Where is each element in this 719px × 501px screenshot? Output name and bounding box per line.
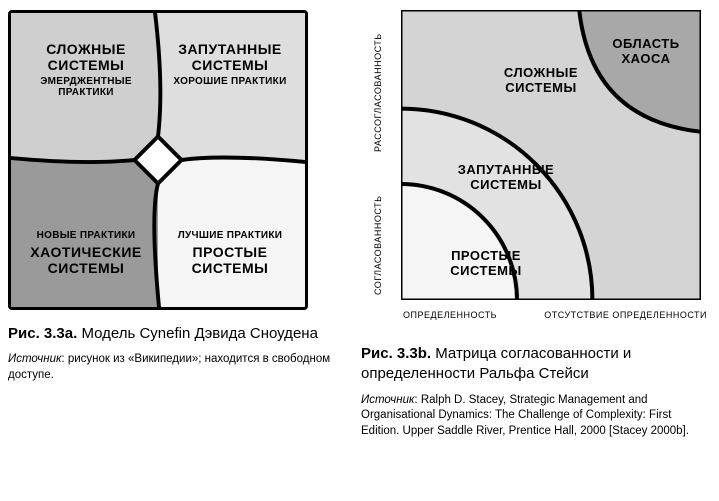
cynefin-br-title: ПРОСТЫЕ СИСТЕМЫ: [160, 244, 300, 276]
stacey-source-label: Источник: [361, 394, 414, 406]
cynefin-tl-title: СЛОЖНЫЕ СИСТЕМЫ: [16, 41, 156, 73]
cynefin-tr-title: ЗАПУТАННЫЕ СИСТЕМЫ: [160, 41, 300, 73]
cynefin-q-br: ЛУЧШИЕ ПРАКТИКИ ПРОСТЫЕ СИСТЕМЫ: [160, 230, 300, 279]
cynefin-br-sub: ЛУЧШИЕ ПРАКТИКИ: [160, 230, 300, 241]
stacey-diagram: РАССОГЛАСОВАННОСТЬ СОГЛАСОВАННОСТЬ СЛОЖН…: [361, 10, 711, 330]
cynefin-caption-title: Рис. 3.3a. Модель Cynefin Дэвида Сноуден…: [8, 324, 337, 344]
stacey-caption: Рис. 3.3b. Матрица согласованности и опр…: [361, 344, 711, 439]
cynefin-q-bl: НОВЫЕ ПРАКТИКИ ХАОТИЧЕСКИЕ СИСТЕМЫ: [16, 230, 156, 279]
cynefin-fig-label: Рис. 3.3a.: [8, 325, 77, 342]
stacey-axis-y-bot: СОГЛАСОВАННОСТЬ: [373, 165, 383, 295]
stacey-label-complex: СЛОЖНЫЕ СИСТЕМЫ: [481, 65, 601, 95]
cynefin-caption: Рис. 3.3a. Модель Cynefin Дэвида Сноуден…: [8, 324, 337, 383]
stacey-caption-title: Рис. 3.3b. Матрица согласованности и опр…: [361, 344, 711, 385]
cynefin-tr-sub: ХОРОШИЕ ПРАКТИКИ: [160, 76, 300, 87]
stacey-fig-label: Рис. 3.3b.: [361, 345, 431, 362]
stacey-label-complicated: ЗАПУТАННЫЕ СИСТЕМЫ: [441, 162, 571, 192]
cynefin-bl-sub: НОВЫЕ ПРАКТИКИ: [16, 230, 156, 241]
cynefin-source-label: Источник: [8, 353, 61, 365]
stacey-axis-x-left: ОПРЕДЕЛЕННОСТЬ: [403, 310, 497, 320]
cynefin-bl-title: ХАОТИЧЕСКИЕ СИСТЕМЫ: [16, 244, 156, 276]
stacey-axis-y-top: РАССОГЛАСОВАННОСТЬ: [373, 22, 383, 152]
stacey-axis-x-right: ОТСУТСТВИЕ ОПРЕДЕЛЕННОСТИ: [544, 310, 707, 320]
cynefin-source: Источник: рисунок из «Википедии»; находи…: [8, 352, 337, 383]
stacey-label-chaos: ОБЛАСТЬ ХАОСА: [601, 36, 691, 66]
stacey-source: Источник: Ralph D. Stacey, Strategic Man…: [361, 393, 711, 440]
cynefin-q-tl: СЛОЖНЫЕ СИСТЕМЫ ЭМЕРДЖЕНТНЫЕ ПРАКТИКИ: [16, 41, 156, 98]
cynefin-diagram: СЛОЖНЫЕ СИСТЕМЫ ЭМЕРДЖЕНТНЫЕ ПРАКТИКИ ЗА…: [8, 10, 308, 310]
cynefin-fig-text: Модель Cynefin Дэвида Сноудена: [81, 325, 317, 342]
cynefin-tl-sub: ЭМЕРДЖЕНТНЫЕ ПРАКТИКИ: [16, 76, 156, 98]
stacey-label-simple: ПРОСТЫЕ СИСТЕМЫ: [431, 248, 541, 278]
cynefin-q-tr: ЗАПУТАННЫЕ СИСТЕМЫ ХОРОШИЕ ПРАКТИКИ: [160, 41, 300, 87]
